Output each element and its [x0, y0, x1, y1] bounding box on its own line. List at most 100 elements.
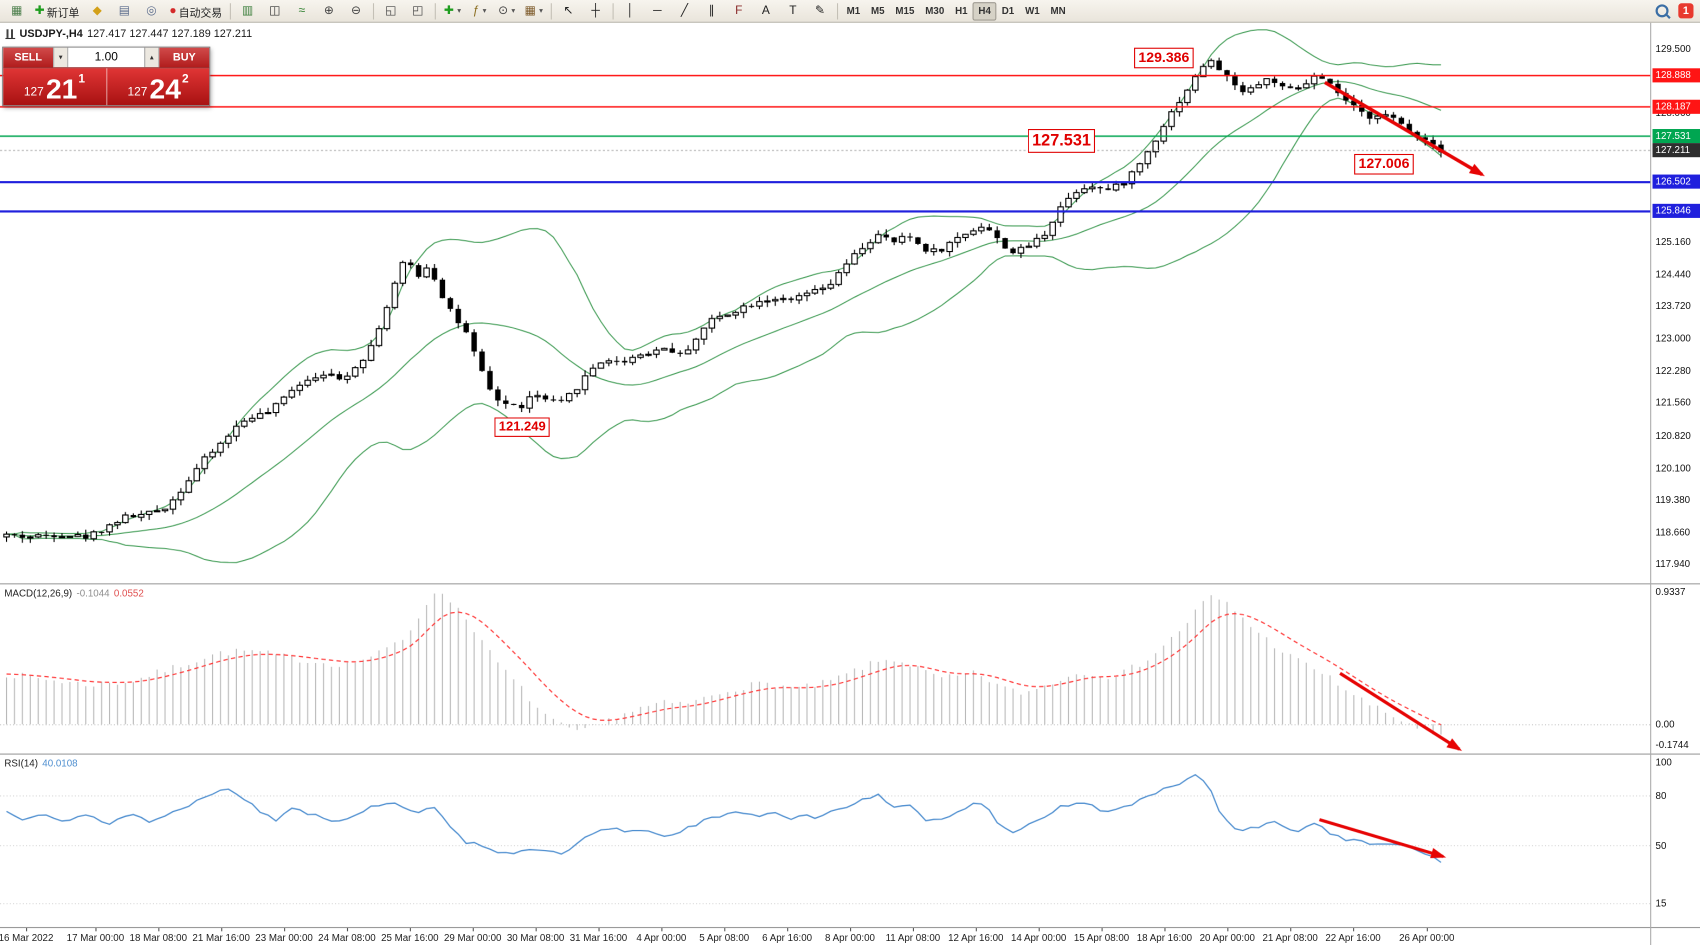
- time-axis-label: 26 Apr 00:00: [1399, 932, 1455, 944]
- cascade-windows-icon-glyph: ◰: [412, 3, 424, 17]
- price-annotation[interactable]: 127.006: [1354, 153, 1414, 175]
- price-annotation[interactable]: 121.249: [494, 417, 551, 437]
- macd-axis-label: -0.1744: [1655, 739, 1689, 751]
- timeframe-m1[interactable]: M1: [846, 5, 861, 17]
- price-axis-label: 123.720: [1655, 300, 1691, 312]
- volume-down-button[interactable]: ▾: [53, 47, 69, 68]
- label-tool-icon[interactable]: T: [780, 1, 805, 22]
- market-watch-icon-glyph: ◆: [92, 3, 102, 17]
- rsi-indicator-label: RSI(14) 40.0108: [4, 758, 77, 769]
- one-click-trading-panel: SELL ▾ ▴ BUY 127 21 1 127 24 2: [2, 46, 211, 107]
- trade-prices-row: 127 21 1 127 24 2: [3, 67, 210, 106]
- zoom-in-icon-glyph: ⊕: [323, 3, 334, 17]
- dropdown-caret-icon: ▾: [482, 7, 487, 16]
- toolbar-separator: [836, 2, 838, 19]
- time-axis-label: 8 Apr 00:00: [825, 932, 875, 944]
- candlestick-chart-icon[interactable]: ◫: [262, 1, 287, 22]
- crosshair-icon[interactable]: ┼: [583, 1, 608, 22]
- rsi-axis-label: 50: [1655, 839, 1667, 851]
- new-chart-icon[interactable]: ▦: [4, 1, 29, 22]
- indicators-icon-glyph: ƒ: [472, 3, 480, 17]
- price-annotation[interactable]: 127.531: [1027, 129, 1096, 153]
- text-tool-icon[interactable]: A: [753, 1, 778, 22]
- arrows-tool-icon[interactable]: ✎: [808, 1, 833, 22]
- tile-windows-icon[interactable]: ◱: [378, 1, 403, 22]
- time-axis-label: 31 Mar 16:00: [569, 932, 628, 944]
- autotrade-button[interactable]: ● 自动交易: [166, 1, 225, 22]
- timeframe-m30[interactable]: M30: [925, 5, 945, 17]
- channel-tool-icon[interactable]: ∥: [699, 1, 724, 22]
- new-order-button[interactable]: ✚ 新订单: [31, 1, 82, 22]
- time-axis-label: 12 Apr 16:00: [948, 932, 1004, 944]
- timeframe-mn[interactable]: MN: [1050, 5, 1066, 17]
- time-axis-label: 17 Mar 00:00: [66, 932, 125, 944]
- new-chart-icon-glyph: ▦: [11, 3, 23, 17]
- new-chart-dropdown-icon[interactable]: ✚ ▾: [440, 1, 465, 22]
- sell-button[interactable]: SELL: [3, 47, 54, 68]
- buy-button[interactable]: BUY: [159, 47, 210, 68]
- hline-tool-icon-glyph: ─: [653, 3, 662, 17]
- time-axis-label: 11 Apr 08:00: [885, 932, 941, 944]
- macd-value: -0.1044: [76, 587, 110, 599]
- rsi-value: 40.0108: [42, 757, 78, 769]
- search-icon[interactable]: [1649, 1, 1674, 22]
- fibonacci-tool-icon[interactable]: F: [726, 1, 751, 22]
- new-order-button-glyph: ✚: [34, 3, 45, 17]
- hline-tool-icon[interactable]: ─: [645, 1, 670, 22]
- periods-icon[interactable]: ⊙ ▾: [494, 1, 519, 22]
- market-watch-icon[interactable]: ◆: [85, 1, 110, 22]
- time-axis-label: 23 Mar 00:00: [255, 932, 313, 944]
- fibonacci-tool-icon-glyph: F: [735, 3, 743, 17]
- price-level-badge: 127.211: [1652, 143, 1700, 158]
- time-axis-label: 18 Apr 16:00: [1136, 932, 1193, 944]
- price-axis-label: 124.440: [1655, 268, 1691, 280]
- timeframe-h1[interactable]: H1: [955, 5, 968, 17]
- bid-price[interactable]: 127 21 1: [3, 68, 105, 105]
- bid-main-digits: 21: [45, 72, 78, 106]
- zoom-in-icon[interactable]: ⊕: [316, 1, 341, 22]
- ask-price[interactable]: 127 24 2: [107, 68, 209, 105]
- dropdown-caret-icon: ▾: [539, 7, 543, 16]
- ohlc-values: 127.417 127.447 127.189 127.211: [87, 28, 253, 41]
- indicators-icon[interactable]: ƒ ▾: [467, 1, 492, 22]
- time-axis-label: 4 Apr 00:00: [636, 932, 687, 944]
- timeframe-m5[interactable]: M5: [871, 5, 885, 17]
- ask-integer: 127: [127, 85, 148, 99]
- time-axis-label: 16 Mar 2022: [0, 932, 54, 944]
- vline-tool-icon[interactable]: │: [618, 1, 643, 22]
- volume-input[interactable]: [68, 47, 145, 68]
- volume-up-button[interactable]: ▴: [144, 47, 160, 68]
- cursor-icon[interactable]: ↖: [556, 1, 581, 22]
- line-chart-icon[interactable]: ≈: [289, 1, 314, 22]
- timeframe-d1[interactable]: D1: [1001, 5, 1015, 17]
- templates-icon-glyph: ▦: [524, 3, 536, 17]
- time-axis-label: 30 Mar 08:00: [506, 932, 565, 944]
- rsi-axis-label: 80: [1655, 789, 1667, 801]
- price-annotation[interactable]: 129.386: [1134, 47, 1194, 69]
- dropdown-caret-icon: ▾: [511, 7, 516, 16]
- price-level-badge: 127.531: [1652, 129, 1700, 144]
- cascade-windows-icon[interactable]: ◰: [405, 1, 430, 22]
- templates-icon[interactable]: ▦ ▾: [521, 1, 546, 22]
- ask-pip-digit: 2: [181, 72, 189, 86]
- macd-indicator-label: MACD(12,26,9) -0.1044 0.0552: [4, 588, 143, 599]
- text-tool-icon-glyph: A: [761, 3, 770, 17]
- macd-axis-label: 0.9337: [1655, 586, 1686, 598]
- zoom-out-icon[interactable]: ⊖: [344, 1, 369, 22]
- macd-name: MACD(12,26,9): [4, 587, 73, 599]
- symbol-label: USDJPY-,H4: [19, 28, 83, 41]
- notification-badge[interactable]: 1: [1678, 3, 1694, 19]
- bar-chart-icon[interactable]: ▥: [235, 1, 260, 22]
- new-order-button-label: 新订单: [46, 7, 80, 19]
- trendline-tool-icon[interactable]: ╱: [672, 1, 697, 22]
- main-toolbar: ▦ ✚ 新订单 ◆ ▤ ◎ ● 自动交易 ▥ ◫ ≈ ⊕ ⊖ ◱ ◰ ✚ ▾ ƒ ▾ ⊙ ▾ ▦ ▾ ↖ ┼ │ ─ ╱ ∥ F A T ✎ M1…: [0, 0, 1700, 23]
- navigator-icon[interactable]: ◎: [139, 1, 164, 22]
- price-axis-label: 125.160: [1655, 236, 1691, 248]
- timeframe-w1[interactable]: W1: [1025, 5, 1040, 17]
- timeframe-m15[interactable]: M15: [895, 5, 915, 17]
- timeframe-h4[interactable]: H4: [973, 1, 997, 21]
- time-axis-label: 21 Mar 16:00: [192, 932, 250, 944]
- price-axis-label: 123.000: [1655, 332, 1691, 344]
- data-window-icon[interactable]: ▤: [112, 1, 137, 22]
